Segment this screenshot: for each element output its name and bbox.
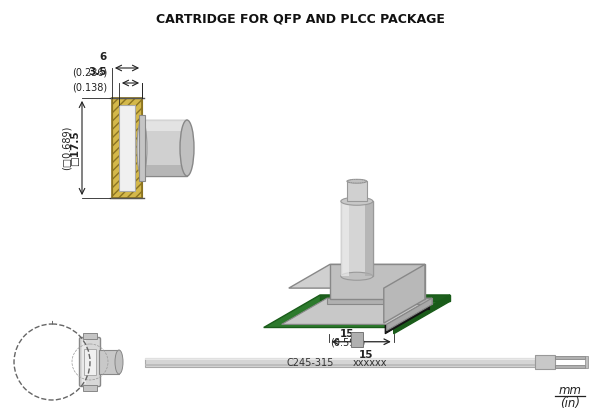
Polygon shape [385,299,428,334]
Text: (in): (in) [560,397,580,409]
Bar [535,355,555,369]
Bar [142,165,187,176]
Polygon shape [330,264,425,299]
Bar [119,105,135,191]
Bar [145,364,535,366]
Text: (0.591): (0.591) [330,337,365,347]
Ellipse shape [341,272,373,280]
Bar [84,349,96,375]
Text: (0.236): (0.236) [72,67,107,77]
Bar [139,115,145,181]
Bar [555,365,585,368]
Bar [555,356,585,359]
Text: 3.5: 3.5 [89,67,107,77]
Text: (0.591): (0.591) [349,358,384,368]
Ellipse shape [341,197,373,205]
Polygon shape [329,299,428,309]
Ellipse shape [180,120,194,176]
Text: 15: 15 [359,350,373,360]
Bar [112,98,142,198]
Text: 6: 6 [100,52,107,62]
Bar [341,201,373,276]
Polygon shape [394,295,450,334]
Text: CARTRIDGE FOR QFP AND PLCC PACKAGE: CARTRIDGE FOR QFP AND PLCC PACKAGE [155,12,445,25]
Bar [585,356,588,368]
Bar [142,120,187,176]
Bar [365,201,373,276]
Bar [82,340,86,384]
Bar [112,98,142,198]
Text: C245-315: C245-315 [286,358,334,368]
Bar [341,201,349,276]
FancyBboxPatch shape [79,337,101,387]
Text: 15: 15 [340,329,355,339]
Bar [145,358,535,367]
Bar [145,358,535,360]
Polygon shape [384,264,425,323]
Bar [347,181,367,201]
Bar [142,120,187,131]
Bar [99,350,119,374]
Bar [83,385,97,391]
Text: (0.138): (0.138) [72,82,107,92]
Polygon shape [327,298,432,304]
Text: mm: mm [559,384,581,397]
Ellipse shape [137,120,147,176]
Ellipse shape [115,350,123,374]
Ellipse shape [347,179,367,183]
Bar [83,333,97,339]
Text: xxxxxx: xxxxxx [353,358,387,368]
Polygon shape [281,298,432,324]
Polygon shape [386,298,432,331]
Polygon shape [285,299,428,324]
Text: (□0.689): (□0.689) [62,126,72,170]
Polygon shape [289,264,425,288]
Polygon shape [320,295,450,301]
Bar [351,332,363,347]
Polygon shape [264,295,450,327]
Text: □17.5: □17.5 [70,130,80,166]
